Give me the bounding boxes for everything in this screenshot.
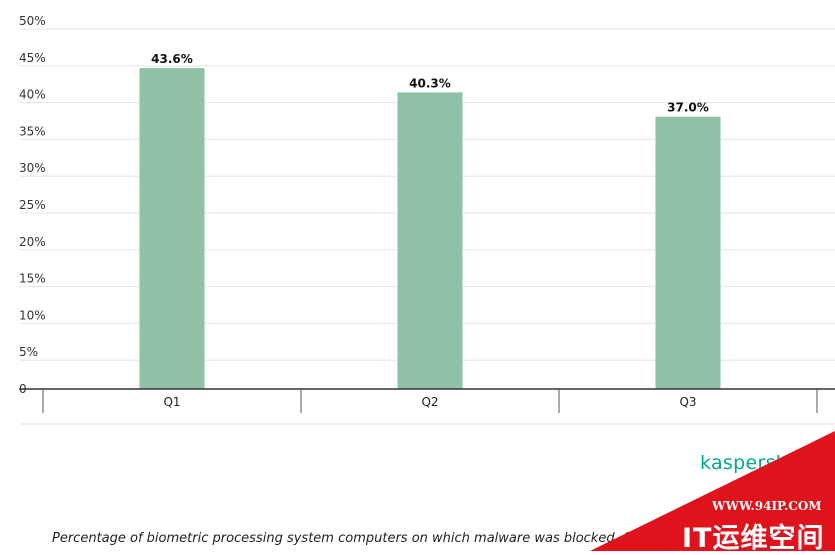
- x-axis-table: Q1 Q2 Q3: [42, 389, 818, 413]
- bar-q3: [655, 116, 721, 390]
- data-label: 40.3%: [409, 76, 451, 90]
- y-tick-label: 25%: [19, 198, 46, 212]
- y-tick-label: 30%: [19, 161, 46, 175]
- y-tick-label: 35%: [19, 124, 46, 138]
- data-label: 37.0%: [667, 101, 709, 115]
- y-tick-label: 15%: [19, 272, 46, 286]
- y-tick-label: 5%: [19, 345, 38, 359]
- bar-chart: 05%10%15%20%25%30%35%40%45%50% 43.6%40.3…: [19, 14, 835, 425]
- bar-q1: [139, 68, 205, 389]
- y-tick-label: 20%: [19, 235, 46, 249]
- y-axis-tick-labels: 05%10%15%20%25%30%35%40%45%50%: [19, 14, 46, 396]
- watermark-banner: [590, 431, 835, 551]
- data-label: 43.6%: [151, 52, 193, 66]
- y-tick-label: 10%: [19, 308, 46, 322]
- bars: [139, 68, 721, 390]
- watermark-url: WWW.94IP.COM: [712, 499, 822, 513]
- y-tick-label: 45%: [19, 51, 46, 65]
- x-tick-label: Q2: [421, 395, 438, 409]
- bar-q2: [397, 92, 463, 389]
- chart-caption: Percentage of biometric processing syste…: [52, 531, 634, 546]
- x-tick-label: Q3: [679, 395, 696, 409]
- watermark-title: IT运维空间: [682, 523, 825, 554]
- x-tick-label: Q1: [163, 395, 180, 409]
- data-labels: 43.6% 40.3% 37.0%: [151, 52, 709, 115]
- y-tick-label: 40%: [19, 88, 46, 102]
- y-tick-label: 50%: [19, 14, 46, 28]
